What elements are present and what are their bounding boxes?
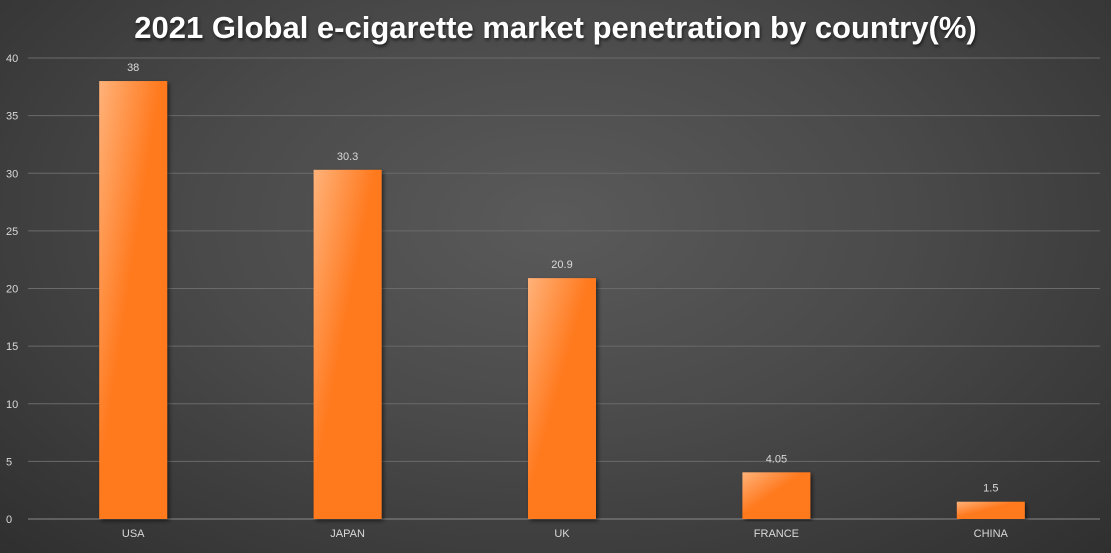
x-tick-label: USA [122,528,145,540]
x-tick-label: JAPAN [330,528,365,540]
y-tick-label: 30 [6,168,18,180]
bars [99,81,1025,520]
data-label: 1.5 [983,483,998,495]
data-label: 4.05 [766,453,787,465]
y-tick-label: 10 [6,399,18,411]
y-tick-label: 35 [6,111,18,123]
data-label: 38 [127,62,139,74]
bar [528,278,596,519]
x-tick-label: UK [554,528,570,540]
x-tick-label: FRANCE [754,528,799,540]
bar [956,501,1025,519]
labels: 38 USA 30.3 JAPAN 20.9 UK 4.05 FRANCE 1.5 CHINA [122,62,1009,540]
y-tick-label: 5 [6,456,12,468]
y-tick-label: 40 [6,53,18,65]
x-tick-label: CHINA [974,528,1009,540]
axes: 0 5 10 15 20 25 30 35 40 [6,53,1100,526]
y-tick-label: 25 [6,226,18,238]
bar [742,472,811,519]
y-tick-label: 15 [6,341,18,353]
data-label: 30.3 [337,151,358,163]
bar [313,169,382,520]
y-tick-label: 0 [6,514,12,526]
data-label: 20.9 [551,259,572,271]
bar [99,81,168,520]
y-tick-label: 20 [6,284,18,296]
chart-title: 2021 Global e-cigarette market penetrati… [134,10,977,45]
